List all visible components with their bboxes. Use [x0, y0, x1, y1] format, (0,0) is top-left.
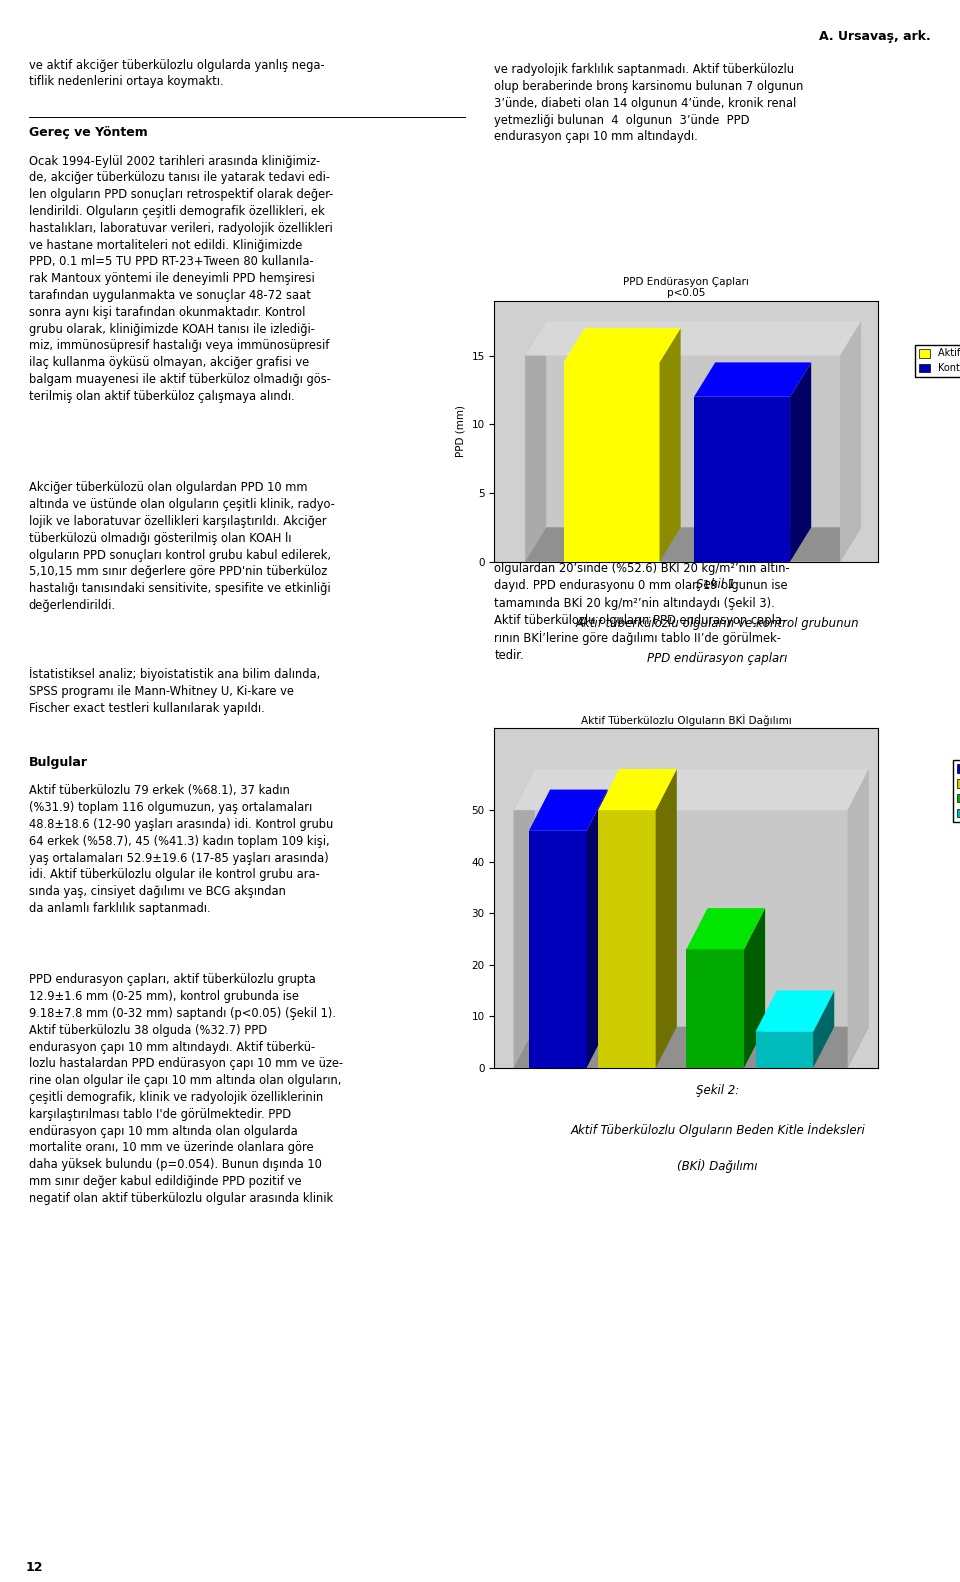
Text: ve aktif akciğer tüberkülozlu olgularda yanlış nega-
tiflik nedenlerini ortaya k: ve aktif akciğer tüberkülozlu olgularda … — [29, 59, 324, 89]
Polygon shape — [790, 362, 811, 562]
Polygon shape — [564, 327, 681, 362]
Bar — [598, 810, 656, 1068]
Bar — [546, 321, 861, 527]
Text: İstatistiksel analiz; biyoistatistik ana bilim dalında,
SPSS programı ile Mann-W: İstatistiksel analiz; biyoistatistik ana… — [29, 668, 320, 715]
Text: ve radyolojik farklılık saptanmadı. Aktif tüberkülozlu
olup beraberinde bronş ka: ve radyolojik farklılık saptanmadı. Akti… — [494, 63, 804, 144]
Polygon shape — [525, 321, 861, 356]
Polygon shape — [840, 321, 861, 562]
Title: PPD Endürasyon Çapları
p<0.05: PPD Endürasyon Çapları p<0.05 — [623, 277, 750, 299]
Text: Şekil 1:: Şekil 1: — [696, 577, 739, 592]
Text: Ocak 1994-Eylül 2002 tarihleri arasında kliniğimiz-
de, akciğer tüberkülozu tanı: Ocak 1994-Eylül 2002 tarihleri arasında … — [29, 155, 333, 403]
Text: Aktif tüberkülozlu olgulardan PPD endurasyonu 10
üzerinde ve altında olan olgula: Aktif tüberkülozlu olgulardan PPD endura… — [494, 301, 798, 661]
Text: Gereç ve Yöntem: Gereç ve Yöntem — [29, 127, 148, 139]
Polygon shape — [529, 789, 608, 831]
Polygon shape — [813, 990, 834, 1068]
Y-axis label: PPD (mm): PPD (mm) — [456, 405, 466, 457]
Bar — [535, 769, 869, 1027]
Bar — [756, 1031, 813, 1068]
Text: (BKİ) Dağılımı: (BKİ) Dağılımı — [678, 1158, 757, 1172]
Text: A. Ursavaş, ark.: A. Ursavaş, ark. — [820, 30, 931, 43]
Polygon shape — [514, 769, 535, 1068]
Polygon shape — [587, 789, 608, 1068]
Polygon shape — [656, 769, 677, 1068]
Polygon shape — [694, 362, 811, 397]
Text: PPD endürasyon çapları: PPD endürasyon çapları — [647, 652, 788, 666]
Polygon shape — [514, 769, 869, 810]
Text: Aktif tüberkülozlu olguların ve kontrol grubunun: Aktif tüberkülozlu olguların ve kontrol … — [576, 617, 859, 630]
Polygon shape — [756, 990, 834, 1031]
Polygon shape — [514, 1027, 869, 1068]
Polygon shape — [686, 908, 765, 949]
Polygon shape — [660, 327, 681, 562]
Polygon shape — [525, 527, 861, 562]
Text: Akciğer tüberkülozü olan olgulardan PPD 10 mm
altında ve üstünde olan olguların : Akciğer tüberkülozü olan olgulardan PPD … — [29, 481, 335, 612]
Legend: 0-19, 20-24, 25-29, 30 ve üzeri: 0-19, 20-24, 25-29, 30 ve üzeri — [953, 759, 960, 823]
Bar — [564, 362, 660, 562]
Title: Aktif Tüberkülozlu Olguların BKİ Dağılımı: Aktif Tüberkülozlu Olguların BKİ Dağılım… — [581, 713, 792, 726]
Polygon shape — [598, 769, 677, 810]
Text: Şekil 2:: Şekil 2: — [696, 1085, 739, 1098]
Bar — [529, 831, 587, 1068]
Bar — [686, 949, 744, 1068]
Bar — [694, 397, 790, 562]
Text: PPD endurasyon çapları, aktif tüberkülozlu grupta
12.9±1.6 mm (0-25 mm), kontrol: PPD endurasyon çapları, aktif tüberküloz… — [29, 973, 343, 1205]
Text: Aktif Tüberkülozlu Olguların Beden Kitle İndeksleri: Aktif Tüberkülozlu Olguların Beden Kitle… — [570, 1123, 865, 1137]
Legend: Aktif Tüberküloz, Kontrol: Aktif Tüberküloz, Kontrol — [915, 345, 960, 377]
Polygon shape — [744, 908, 765, 1068]
Polygon shape — [525, 321, 546, 562]
Text: 12: 12 — [26, 1561, 43, 1574]
Text: Bulgular: Bulgular — [29, 756, 87, 769]
Polygon shape — [848, 769, 869, 1068]
Text: Aktif tüberkülozlu 79 erkek (%68.1), 37 kadın
(%31.9) toplam 116 olgumuzun, yaş : Aktif tüberkülozlu 79 erkek (%68.1), 37 … — [29, 785, 333, 914]
